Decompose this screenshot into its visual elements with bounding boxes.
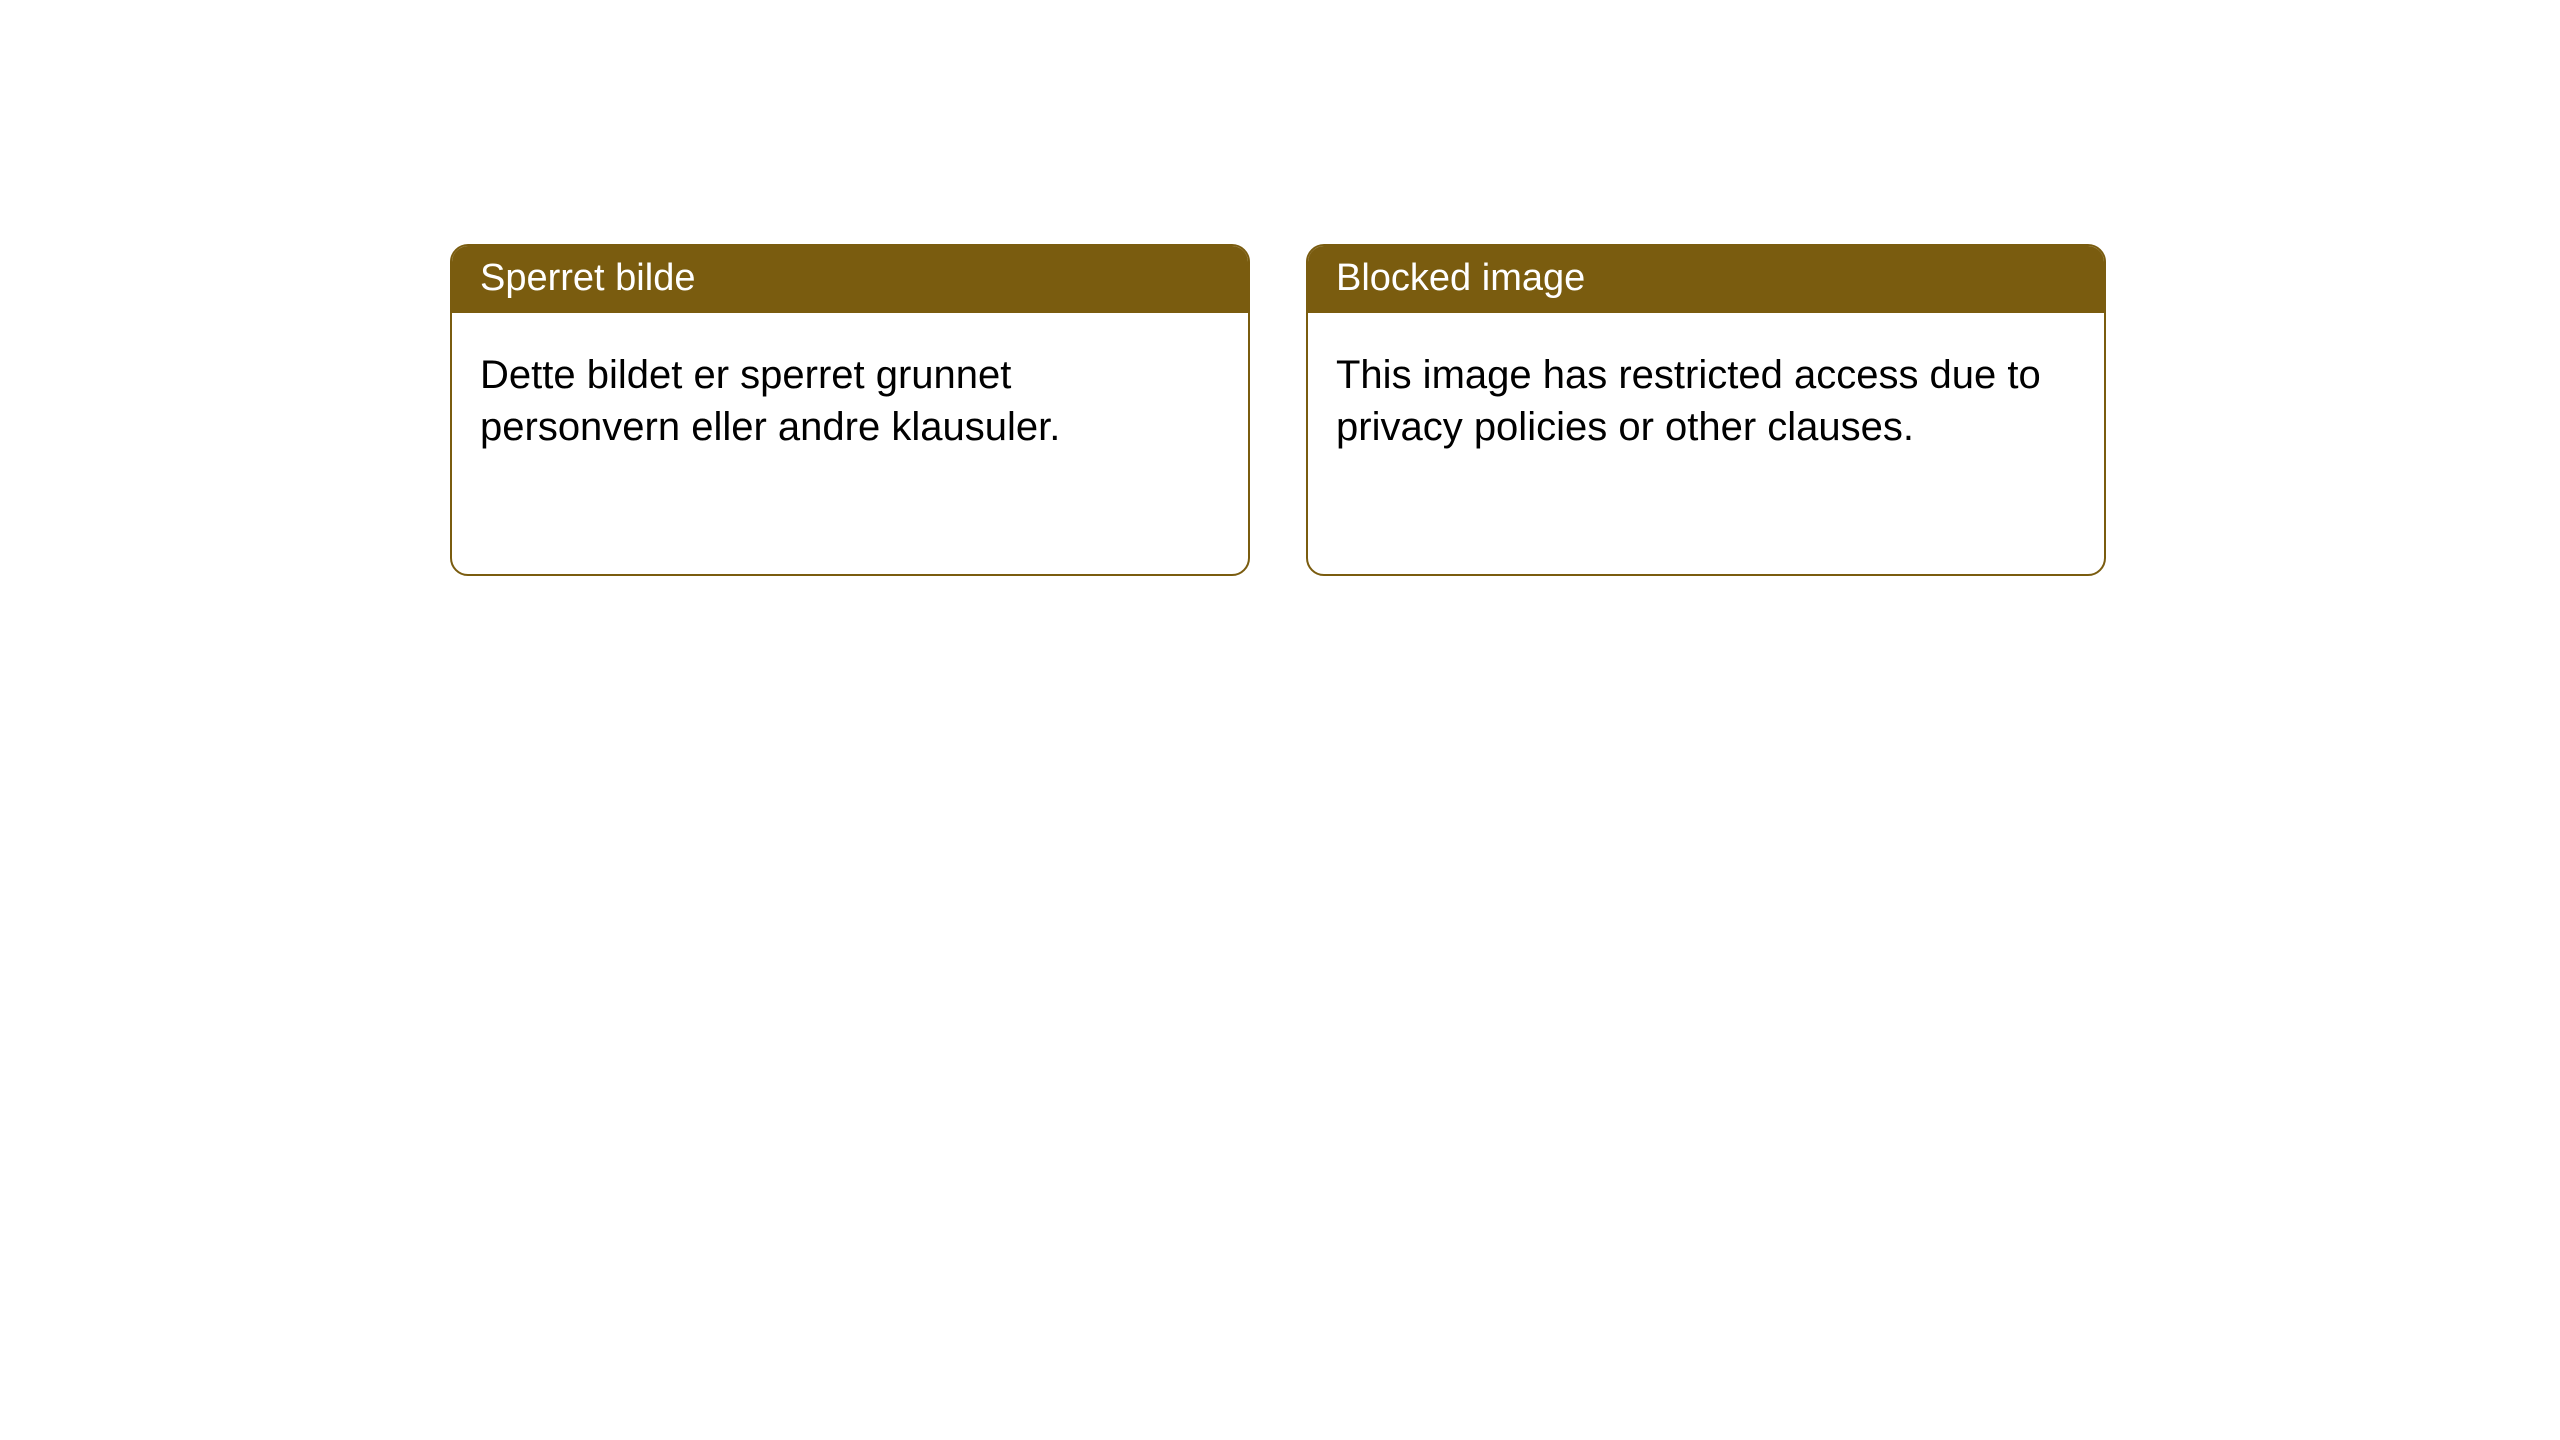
notice-container: Sperret bilde Dette bildet er sperret gr…: [0, 0, 2560, 576]
notice-box-norwegian: Sperret bilde Dette bildet er sperret gr…: [450, 244, 1250, 576]
notice-header: Blocked image: [1308, 246, 2104, 313]
notice-body: Dette bildet er sperret grunnet personve…: [452, 313, 1248, 489]
notice-body: This image has restricted access due to …: [1308, 313, 2104, 489]
notice-box-english: Blocked image This image has restricted …: [1306, 244, 2106, 576]
notice-header: Sperret bilde: [452, 246, 1248, 313]
